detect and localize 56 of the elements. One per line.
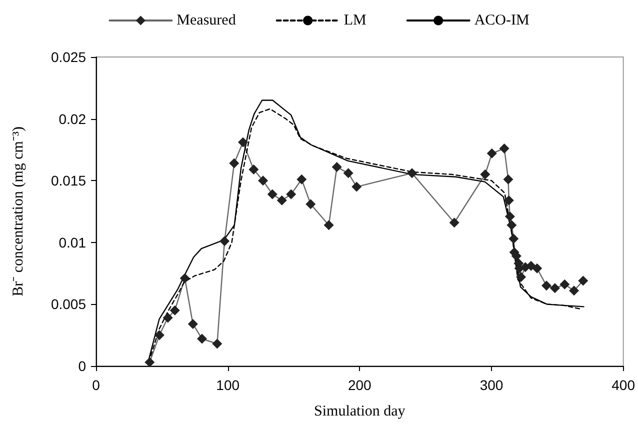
y-tick-label: 0 [78,358,86,374]
point [267,189,278,200]
y-axis-title: Br⁻ concentration (mg cm⁻³) [10,126,26,296]
point [180,273,190,284]
point [258,176,268,186]
point [332,162,342,172]
point [569,286,580,296]
point [343,168,354,178]
point [162,312,173,323]
legend-label: ACO-IM [474,12,530,28]
point [276,195,287,206]
y-tick-label: 0.01 [58,234,86,250]
point [220,236,230,246]
x-tick-label: 200 [348,377,372,393]
point [506,220,517,230]
x-axis-title: Simulation day [314,404,406,420]
legend-label: LM [344,12,366,28]
point [229,158,240,168]
point [144,357,155,368]
point [480,169,490,180]
point [212,338,222,349]
x-tick-label: 300 [480,377,504,393]
point [486,148,497,158]
x-tick-label: 400 [612,377,636,393]
point [526,260,536,271]
y-tick-label: 0.015 [50,172,86,189]
point [306,199,316,210]
legend-label: Measured [176,12,236,28]
y-tick-label: 0.025 [50,49,86,65]
point [560,279,570,290]
point [508,234,519,244]
y-tick-label: 0.005 [50,296,86,312]
point [406,168,417,178]
point [238,137,248,148]
point [449,218,460,228]
point [154,330,164,340]
point [504,211,515,222]
point [170,305,180,316]
point [499,143,510,154]
x-tick-label: 100 [216,377,240,393]
point [286,189,296,200]
point [503,174,514,184]
point [516,272,526,282]
point [532,263,542,274]
point [324,220,334,230]
point [352,182,362,192]
point [541,280,552,291]
point [550,283,560,294]
point [504,195,514,206]
x-tick-label: 0 [92,377,100,393]
point [248,164,259,174]
y-tick-label: 0.02 [58,110,86,127]
point [188,318,198,329]
point [296,174,307,184]
point [196,334,207,344]
point [578,276,588,286]
